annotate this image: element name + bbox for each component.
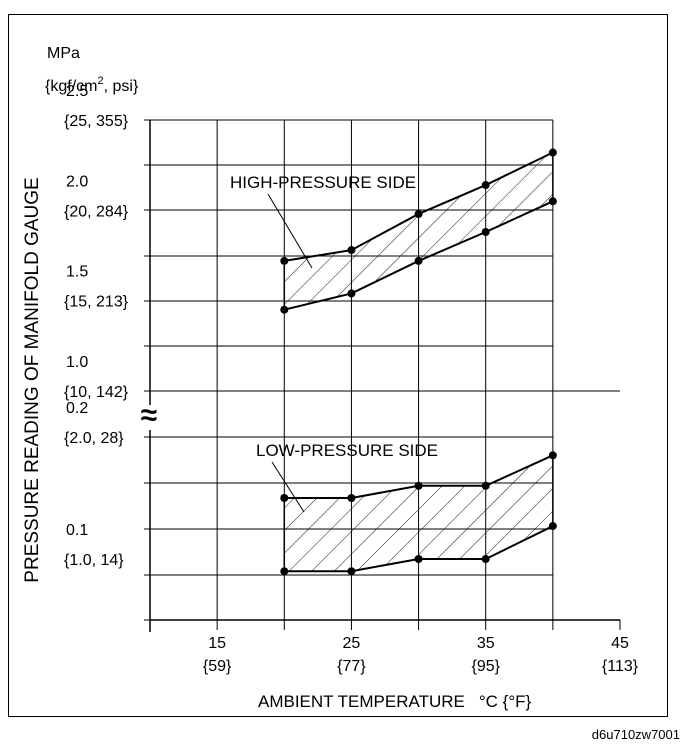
x-tick-sublabel: {113} [602,658,639,675]
data-points [280,148,557,576]
high-pressure-label: HIGH-PRESSURE SIDE [230,173,416,192]
y-tick-label: 1.0 [66,354,88,371]
axis-break-symbol: ≈ [141,399,157,432]
figure-frame [8,14,668,717]
high-data-point [347,246,356,255]
high-data-point [481,228,490,237]
low-data-point [548,522,557,531]
x-tick-label: 25 [343,635,361,652]
high-data-point [414,209,423,218]
low-pressure-label: LOW-PRESSURE SIDE [256,441,438,460]
low-data-point [280,567,289,576]
y-tick-sublabel: {2.0, 28} [64,430,124,447]
low-data-point [481,555,490,563]
y-unit-label-secondary: {kgf/cm2, psi} [45,75,139,95]
annotations: HIGH-PRESSURE SIDE LOW-PRESSURE SIDE [230,173,438,513]
figure-code: d6u710zw7001 [591,727,680,742]
high-data-point [548,148,557,157]
low-data-point [548,451,557,460]
x-tick-labels: 15 {59} 25 {77} 35 {95} 45 {113} [203,635,639,675]
low-data-point [347,494,356,502]
high-data-point [548,197,557,206]
high-data-point [347,289,356,298]
x-tick-sublabel: {95} [471,658,500,675]
low-data-point [280,494,289,502]
y-tick-label: 2.0 [66,173,88,190]
low-pressure-band [284,455,553,572]
y-tick-labels: 2.5 {25, 355} 2.0 {20, 284} 1.5 {15, 213} 1.0 {… [64,83,129,569]
y-tick-sublabel: {25, 355} [64,113,129,130]
y-tick-label: 0.1 [66,522,88,539]
x-tick-sublabel: {59} [203,658,232,675]
low-data-point [414,555,423,563]
high-data-point [280,305,289,314]
low-pressure-leader [271,461,305,513]
y-tick-sublabel: {15, 213} [64,294,129,311]
y-unit-label: MPa [47,45,80,62]
low-data-point [414,481,423,490]
high-pressure-leader [267,193,313,269]
high-pressure-band [284,152,553,310]
x-tick-label: 35 [477,635,495,652]
y-axis-title: PRESSURE READING OF MANIFOLD GAUGE [22,177,43,582]
y-tick-sublabel: {20, 284} [64,203,129,220]
x-tick-label: 15 [208,635,226,652]
y-tick-label: 0.2 [66,400,88,417]
y-tick-label: 2.5 [66,83,88,100]
x-tick-label: 45 [611,635,629,652]
high-data-point [414,256,423,265]
y-tick-label: 1.5 [66,264,88,281]
low-data-point [347,567,356,576]
y-tick-sublabel: {1.0, 14} [64,552,124,569]
low-data-point [481,481,490,490]
x-axis-title: AMBIENT TEMPERATURE °C {°F} [258,692,532,711]
high-data-point [481,181,490,190]
band-areas [284,152,553,572]
high-data-point [280,256,289,265]
x-tick-sublabel: {77} [337,658,366,675]
y-tick-sublabel: {10, 142} [64,384,129,401]
